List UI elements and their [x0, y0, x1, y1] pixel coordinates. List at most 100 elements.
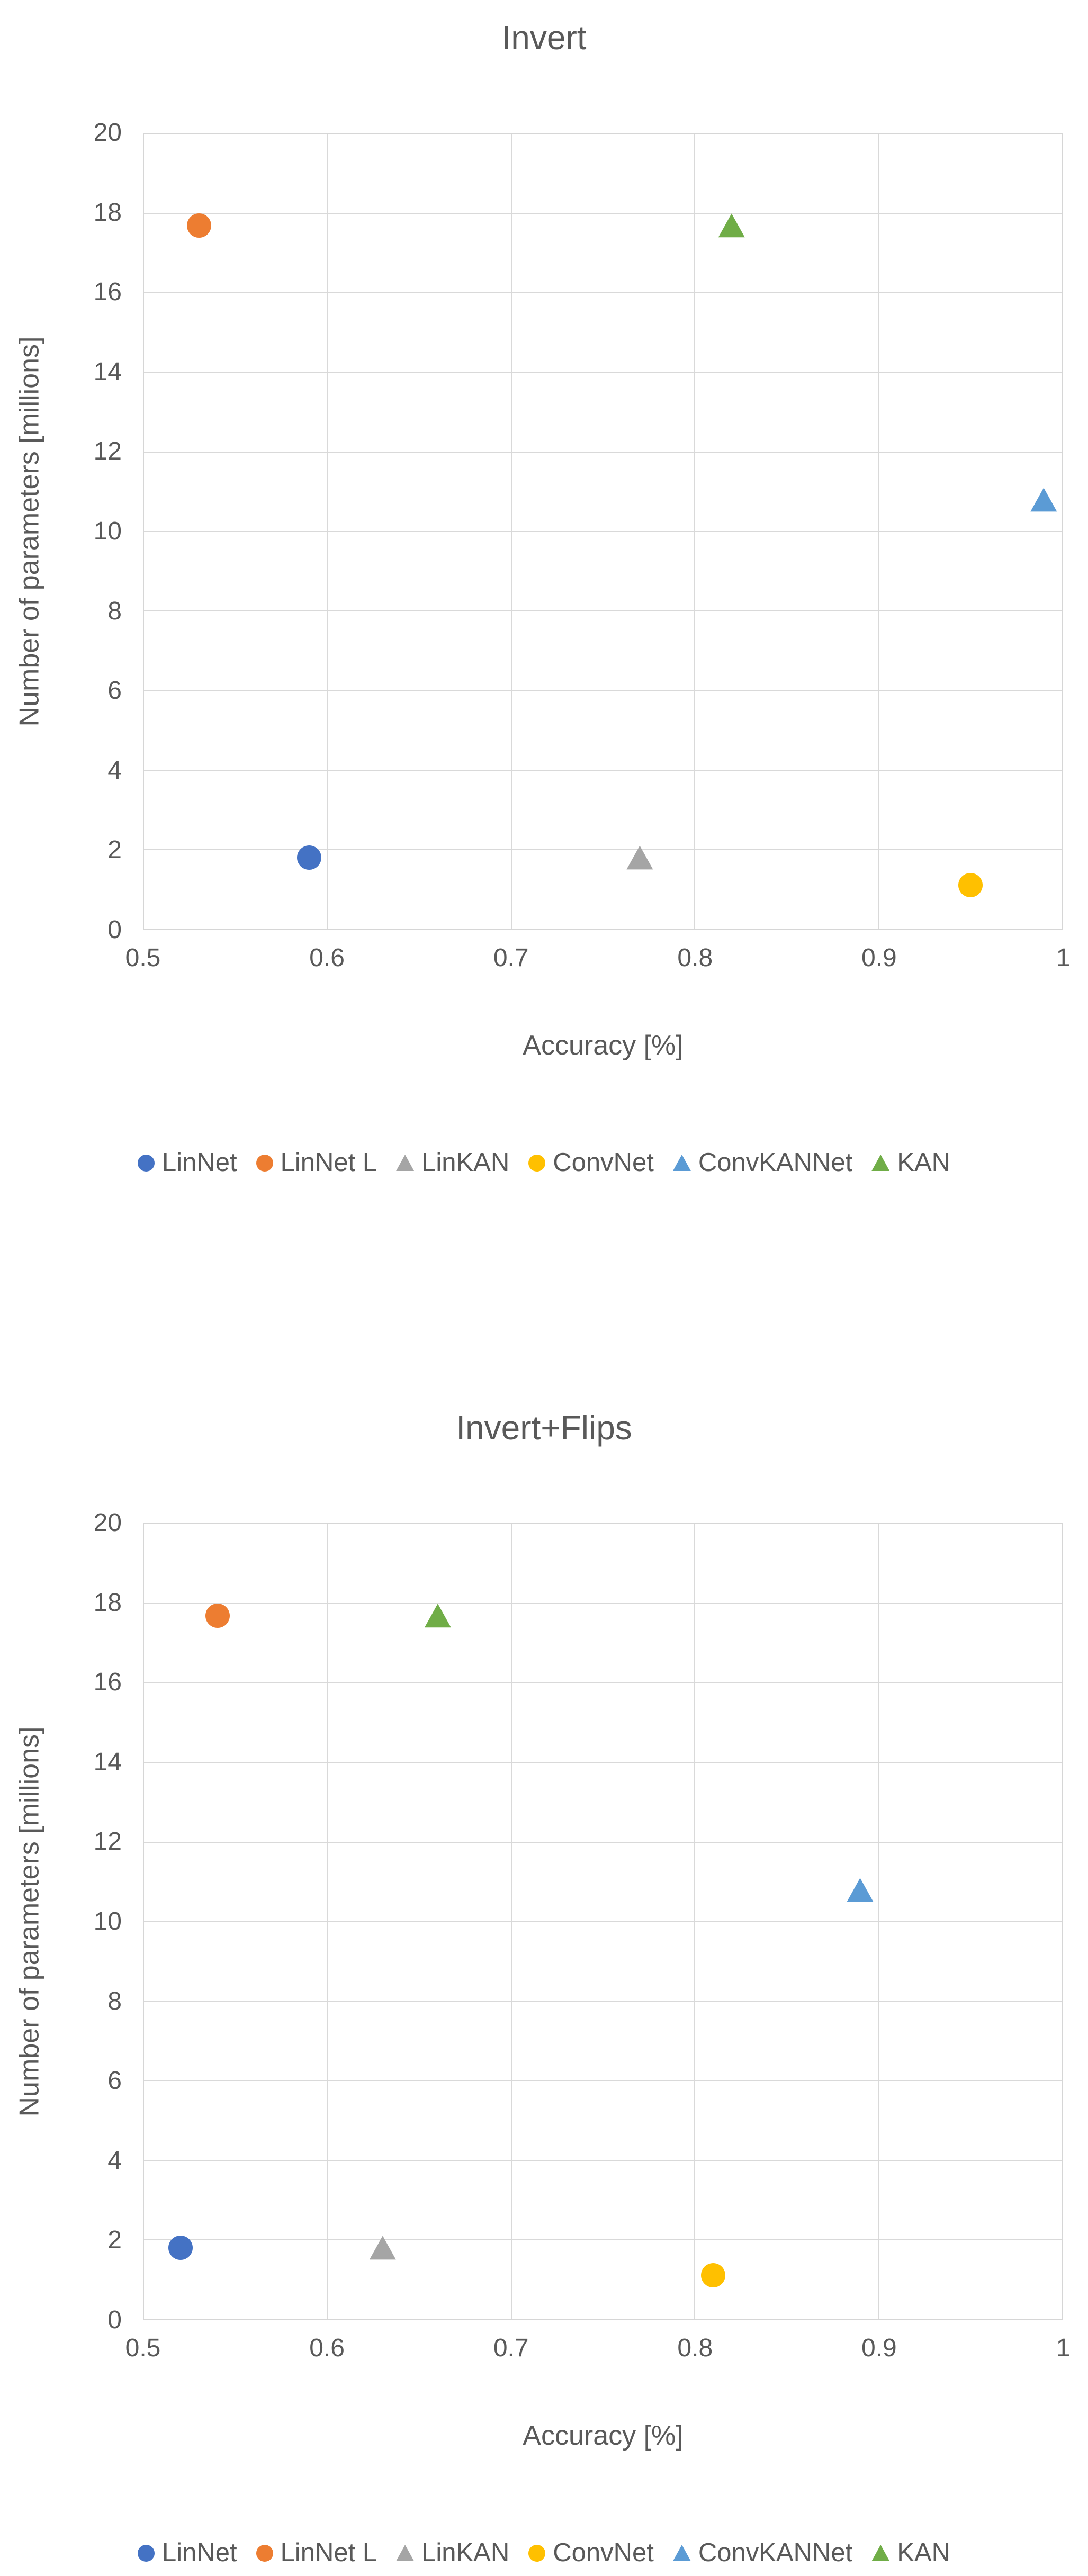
y-tick-label: 14: [93, 1748, 122, 1776]
legend-item-linnet: LinNet: [137, 1148, 237, 1177]
chart-title: Invert+Flips: [456, 1409, 632, 1447]
x-tick-label: 0.5: [125, 2334, 161, 2362]
y-tick-label: 0: [107, 2306, 122, 2334]
y-tick-label: 14: [93, 357, 122, 386]
gridline-horizontal: [144, 372, 1062, 373]
legend-item-convkannet: ConvKANNet: [672, 2538, 853, 2567]
triangle-marker-icon: [396, 1155, 415, 1171]
gridline-horizontal: [144, 769, 1062, 771]
circle-marker-icon: [256, 2544, 273, 2562]
y-tick-label: 20: [93, 1509, 122, 1537]
data-point-convkannet: [847, 1878, 874, 1902]
gridline-horizontal: [144, 531, 1062, 532]
legend-item-linnet-l: LinNet L: [256, 2540, 377, 2566]
triangle-marker-icon: [672, 2545, 691, 2561]
legend-label: LinKAN: [421, 1148, 510, 1177]
y-tick-label: 6: [107, 2067, 122, 2095]
y-tick-label: 12: [93, 437, 122, 466]
triangle-marker-icon: [871, 2545, 890, 2561]
gridline-horizontal: [144, 2080, 1062, 2082]
legend-label: LinNet L: [280, 2538, 377, 2567]
legend: LinNet LinNet L LinKAN ConvNet ConvKANNet KAN: [0, 2540, 1088, 2566]
x-tick-label: 0.6: [309, 2334, 345, 2362]
x-tick-label: 1: [1056, 944, 1071, 972]
gridline-horizontal: [144, 2159, 1062, 2161]
triangle-marker-icon: [396, 2545, 415, 2561]
gridline-horizontal: [144, 690, 1062, 691]
gridline-horizontal: [144, 610, 1062, 612]
legend-item-linnet: LinNet: [137, 2538, 237, 2567]
gridline-horizontal: [144, 1762, 1062, 1763]
y-tick-label: 2: [107, 836, 122, 864]
legend: LinNet LinNet L LinKAN ConvNet ConvKANNet KAN: [0, 1150, 1088, 1176]
gridline-horizontal: [144, 1841, 1062, 1843]
triangle-marker-icon: [871, 1155, 890, 1171]
legend-label: ConvNet: [553, 2538, 654, 2567]
x-axis-title: Accuracy [%]: [523, 2420, 684, 2451]
data-point-linnet: [168, 2235, 193, 2260]
gridline-horizontal: [144, 1682, 1062, 1684]
gridline-horizontal: [144, 1603, 1062, 1605]
data-point-linnet: [297, 845, 322, 870]
y-axis-title: Number of parameters [millions]: [14, 336, 45, 727]
gridline-horizontal: [144, 451, 1062, 453]
data-point-convnet: [701, 2263, 726, 2288]
gridline-horizontal: [144, 849, 1062, 850]
legend-label: LinKAN: [421, 2538, 510, 2567]
y-tick-label: 8: [107, 597, 122, 625]
circle-marker-icon: [137, 2544, 155, 2562]
x-tick-label: 0.9: [861, 944, 897, 972]
legend-label: KAN: [897, 2538, 951, 2567]
scatter-chart-invert: Invert Number of parameters [millions] 0…: [0, 0, 1088, 1186]
legend-item-convkannet: ConvKANNet: [672, 1148, 853, 1177]
y-tick-label: 6: [107, 677, 122, 705]
y-tick-label: 18: [93, 1588, 122, 1617]
plot-area: [143, 1523, 1063, 2320]
x-tick-label: 0.9: [861, 2334, 897, 2362]
y-axis-title: Number of parameters [millions]: [14, 1726, 45, 2117]
x-tick-label: 0.8: [677, 2334, 713, 2362]
y-tick-label: 12: [93, 1827, 122, 1856]
legend-item-linkan: LinKAN: [396, 2540, 509, 2566]
legend-item-convnet: ConvNet: [528, 1150, 654, 1176]
legend-label: ConvKANNet: [698, 1148, 853, 1177]
x-tick-label: 0.5: [125, 944, 161, 972]
data-point-linnet-l: [187, 213, 212, 238]
circle-marker-icon: [256, 1154, 273, 1172]
legend-label: LinNet: [161, 1148, 237, 1177]
y-tick-label: 10: [93, 517, 122, 545]
legend-label: LinNet: [161, 2538, 237, 2567]
y-tick-label: 20: [93, 119, 122, 147]
y-axis-ticks: 0 2 4 6 8 10 12 14 16 18 20: [53, 120, 122, 943]
x-tick-label: 0.8: [677, 944, 713, 972]
x-tick-label: 0.6: [309, 944, 345, 972]
x-axis-ticks: 0.5 0.6 0.7 0.8 0.9 1: [125, 944, 1071, 977]
y-axis-title-wrap: Number of parameters [millions]: [0, 133, 58, 930]
x-tick-label: 1: [1056, 2334, 1071, 2362]
y-tick-label: 0: [107, 916, 122, 944]
data-point-kan: [424, 1604, 451, 1628]
y-tick-label: 16: [93, 1668, 122, 1697]
y-tick-label: 18: [93, 198, 122, 227]
gridline-horizontal: [144, 213, 1062, 214]
legend-item-linkan: LinKAN: [396, 1150, 509, 1176]
scatter-chart-invert-flips: Invert+Flips Number of parameters [milli…: [0, 1390, 1088, 2576]
y-tick-label: 4: [107, 2146, 122, 2175]
legend-label: ConvKANNet: [698, 2538, 853, 2567]
y-tick-label: 2: [107, 2226, 122, 2255]
y-axis-ticks: 0 2 4 6 8 10 12 14 16 18 20: [53, 1510, 122, 2333]
x-axis-title: Accuracy [%]: [523, 1030, 684, 1061]
legend-item-kan: KAN: [871, 2540, 950, 2566]
gridline-horizontal: [144, 1921, 1062, 1922]
y-tick-label: 10: [93, 1907, 122, 1935]
y-axis-title-wrap: Number of parameters [millions]: [0, 1523, 58, 2320]
data-point-linnet-l: [205, 1603, 230, 1628]
data-point-convkannet: [1030, 488, 1057, 512]
plot-area: [143, 133, 1063, 930]
legend-item-kan: KAN: [871, 1150, 950, 1176]
data-point-convnet: [958, 873, 983, 898]
y-tick-label: 16: [93, 278, 122, 307]
legend-item-linnet-l: LinNet L: [256, 1150, 377, 1176]
legend-label: LinNet L: [280, 1148, 377, 1177]
circle-marker-icon: [528, 2544, 546, 2562]
